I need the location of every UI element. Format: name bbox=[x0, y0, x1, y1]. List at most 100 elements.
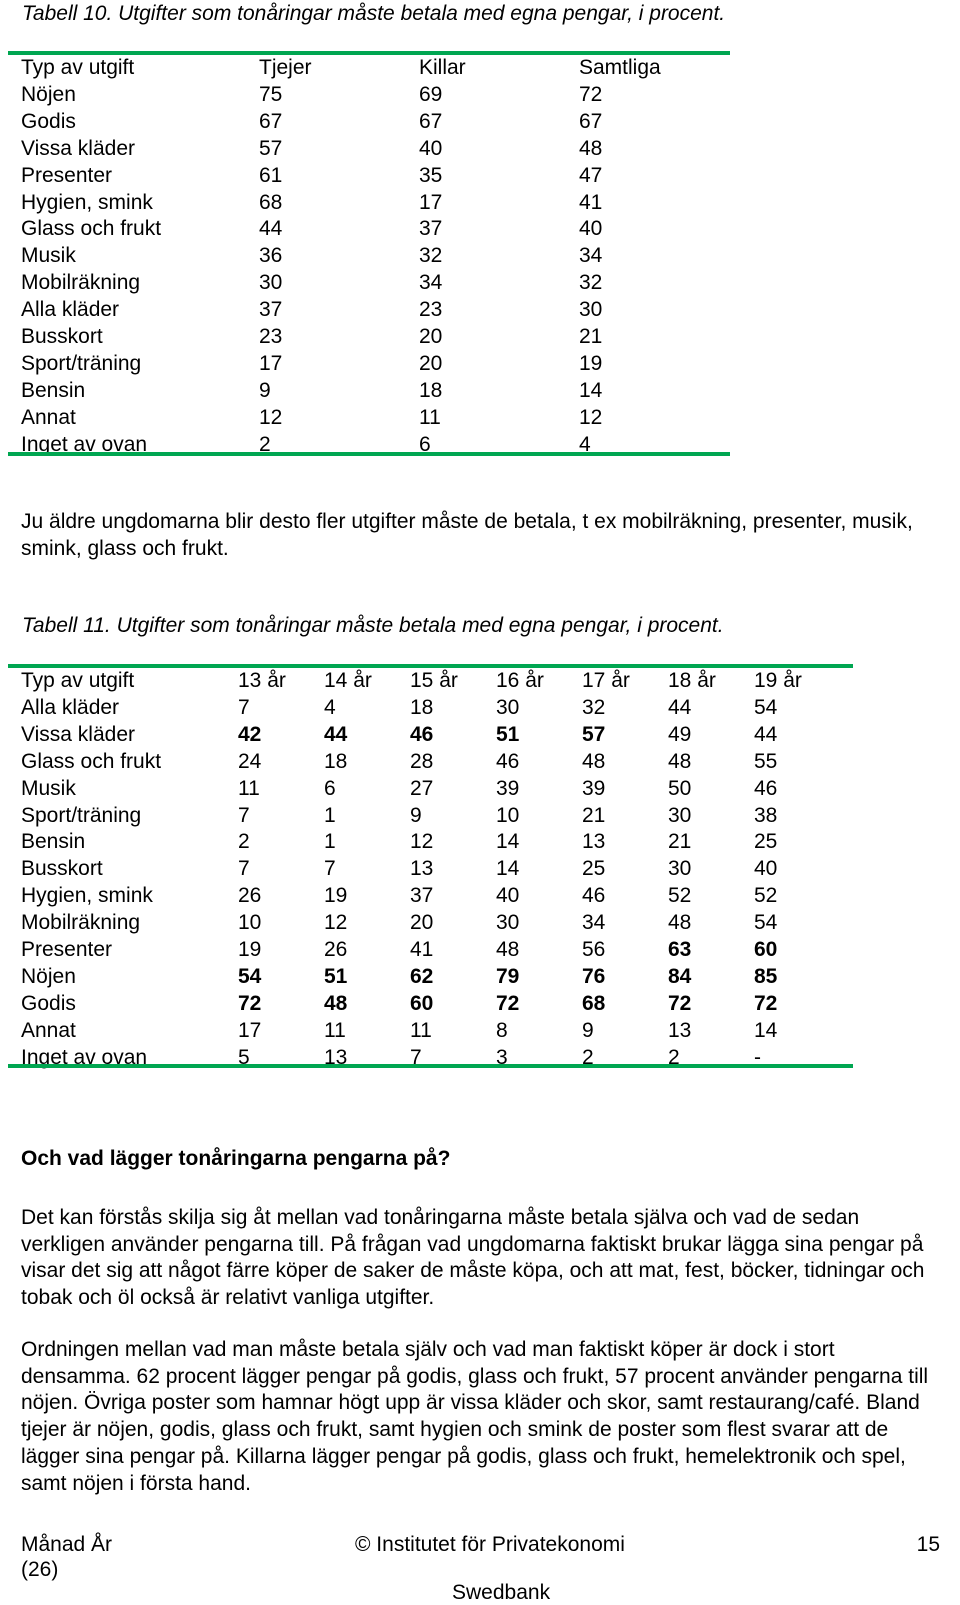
table11-row: Glass och frukt 24 18 28 46 48 48 55 bbox=[8, 749, 853, 776]
table11-cell: 63 bbox=[668, 938, 692, 962]
table11-cell: 41 bbox=[410, 938, 434, 962]
table10-cell: 69 bbox=[419, 82, 443, 106]
table11-row-label: Glass och frukt bbox=[21, 749, 162, 773]
table11-cell: 6 bbox=[324, 776, 336, 800]
table10-cell: 47 bbox=[579, 163, 603, 187]
table11-header-cell: 19 år bbox=[754, 669, 802, 692]
table11-cell: 1 bbox=[324, 830, 336, 854]
table10-bottom-rule bbox=[8, 452, 730, 456]
table11-row: Mobilräkning 10 12 20 30 34 48 54 bbox=[8, 910, 853, 937]
table10-cell: 67 bbox=[419, 109, 443, 133]
table11-cell: 48 bbox=[324, 991, 348, 1015]
table11-cell: 51 bbox=[496, 722, 520, 746]
table10-row: Vissa kläder 57 40 48 bbox=[8, 136, 730, 163]
table11-cell: 26 bbox=[238, 884, 262, 908]
table10-cell: 35 bbox=[419, 163, 443, 187]
table10-cell: 36 bbox=[259, 244, 283, 268]
table11-row-label: Sport/träning bbox=[21, 803, 142, 827]
table10-cell: 18 bbox=[419, 378, 443, 402]
table10-cell: 19 bbox=[579, 351, 603, 375]
table10-row: Busskort 23 20 21 bbox=[8, 324, 730, 351]
table11-cell: 32 bbox=[582, 695, 606, 719]
table11-row-label: Nöjen bbox=[21, 964, 76, 988]
table10-row-label: Mobilräkning bbox=[21, 271, 141, 295]
table11-header-cell: 15 år bbox=[410, 669, 458, 692]
table11-cell: 46 bbox=[496, 749, 520, 773]
table11-cell: 44 bbox=[324, 722, 348, 746]
table10-cell: 32 bbox=[419, 244, 443, 268]
table10-cell: 17 bbox=[259, 351, 283, 375]
table11-cell: 52 bbox=[668, 884, 692, 908]
table11-cell: 48 bbox=[668, 911, 692, 935]
table11-cell: 7 bbox=[324, 857, 336, 881]
table11-cell: 52 bbox=[754, 884, 778, 908]
table11-cell: 21 bbox=[582, 803, 606, 827]
table11-cell: 7 bbox=[410, 1045, 422, 1069]
table11-cell: 85 bbox=[754, 964, 778, 988]
table11-cell: 10 bbox=[238, 911, 262, 935]
table11-cell: 25 bbox=[754, 830, 778, 854]
table11-row: Sport/träning 7 1 9 10 21 30 38 bbox=[8, 803, 853, 830]
table11-cell: 72 bbox=[238, 991, 262, 1015]
table11-cell: 55 bbox=[754, 749, 778, 773]
table11-caption: Tabell 11. Utgifter som tonåringar måste… bbox=[22, 614, 724, 637]
table11-cell: 9 bbox=[582, 1018, 594, 1042]
table11-row: Nöjen 54 51 62 79 76 84 85 bbox=[8, 964, 853, 991]
table10-header-cell: Killar bbox=[419, 56, 466, 79]
table11-cell: 37 bbox=[410, 884, 434, 908]
table11-cell: 49 bbox=[668, 722, 692, 746]
table11-cell: 1 bbox=[324, 803, 336, 827]
table11-cell: 4 bbox=[324, 695, 336, 719]
table11-cell: 13 bbox=[410, 857, 434, 881]
table11-cell: 14 bbox=[496, 857, 520, 881]
table10-row-label: Godis bbox=[21, 109, 76, 133]
table10-row: Musik 36 32 34 bbox=[8, 243, 730, 270]
table11-header-cell: 17 år bbox=[582, 669, 630, 692]
paragraph-spending: Det kan förstås skilja sig åt mellan vad… bbox=[21, 1205, 946, 1312]
table11-cell: 72 bbox=[668, 991, 692, 1015]
table10-cell: 37 bbox=[259, 298, 283, 322]
table10-cell: 30 bbox=[259, 271, 283, 295]
table11-cell: 12 bbox=[324, 911, 348, 935]
table10-cell: 12 bbox=[259, 405, 283, 429]
table11-cell: 28 bbox=[410, 749, 434, 773]
table10-cell: 40 bbox=[579, 217, 603, 241]
table11-cell: 79 bbox=[496, 964, 520, 988]
table10-cell: 32 bbox=[579, 271, 603, 295]
table11-cell: 39 bbox=[496, 776, 520, 800]
paragraph-spending-text: Det kan förstås skilja sig åt mellan vad… bbox=[21, 1206, 925, 1310]
table10-row: Nöjen 75 69 72 bbox=[8, 82, 730, 109]
table10-row-label: Bensin bbox=[21, 378, 86, 402]
table11-cell: 8 bbox=[496, 1018, 508, 1042]
table11-cell: 24 bbox=[238, 749, 262, 773]
table11-cell: 30 bbox=[668, 857, 692, 881]
table10-row: Glass och frukt 44 37 40 bbox=[8, 216, 730, 243]
table10-row-label: Musik bbox=[21, 244, 76, 268]
table11-cell: 34 bbox=[582, 911, 606, 935]
table10-cell: 21 bbox=[579, 325, 603, 349]
table11-cell: 18 bbox=[410, 695, 434, 719]
table10-cell: 4 bbox=[579, 432, 591, 456]
table11-row: Annat 17 11 11 8 9 13 14 bbox=[8, 1018, 853, 1045]
table11-cell: 51 bbox=[324, 964, 348, 988]
table10-cell: 37 bbox=[419, 217, 443, 241]
table11-row-label: Busskort bbox=[21, 857, 103, 881]
table11-header-cell: 16 år bbox=[496, 669, 544, 692]
table11-cell: 48 bbox=[668, 749, 692, 773]
table10-cell: 68 bbox=[259, 190, 283, 214]
table11-row: Presenter 19 26 41 48 56 63 60 bbox=[8, 937, 853, 964]
table11-cell: 54 bbox=[238, 964, 262, 988]
table11-cell: 25 bbox=[582, 857, 606, 881]
table10-row: Annat 12 11 12 bbox=[8, 405, 730, 432]
table10-cell: 20 bbox=[419, 351, 443, 375]
table10-row-label: Presenter bbox=[21, 163, 113, 187]
table11-cell: 40 bbox=[496, 884, 520, 908]
table10-cell: 41 bbox=[579, 190, 603, 214]
table10-cell: 61 bbox=[259, 163, 283, 187]
table11-cell: 17 bbox=[238, 1018, 262, 1042]
footer-copyright: © Institutet för Privatekonomi bbox=[355, 1533, 625, 1556]
table11-row-label: Vissa kläder bbox=[21, 722, 136, 746]
table11-cell: 10 bbox=[496, 803, 520, 827]
table11-row-label: Alla kläder bbox=[21, 695, 120, 719]
table11-cell: 14 bbox=[754, 1018, 778, 1042]
